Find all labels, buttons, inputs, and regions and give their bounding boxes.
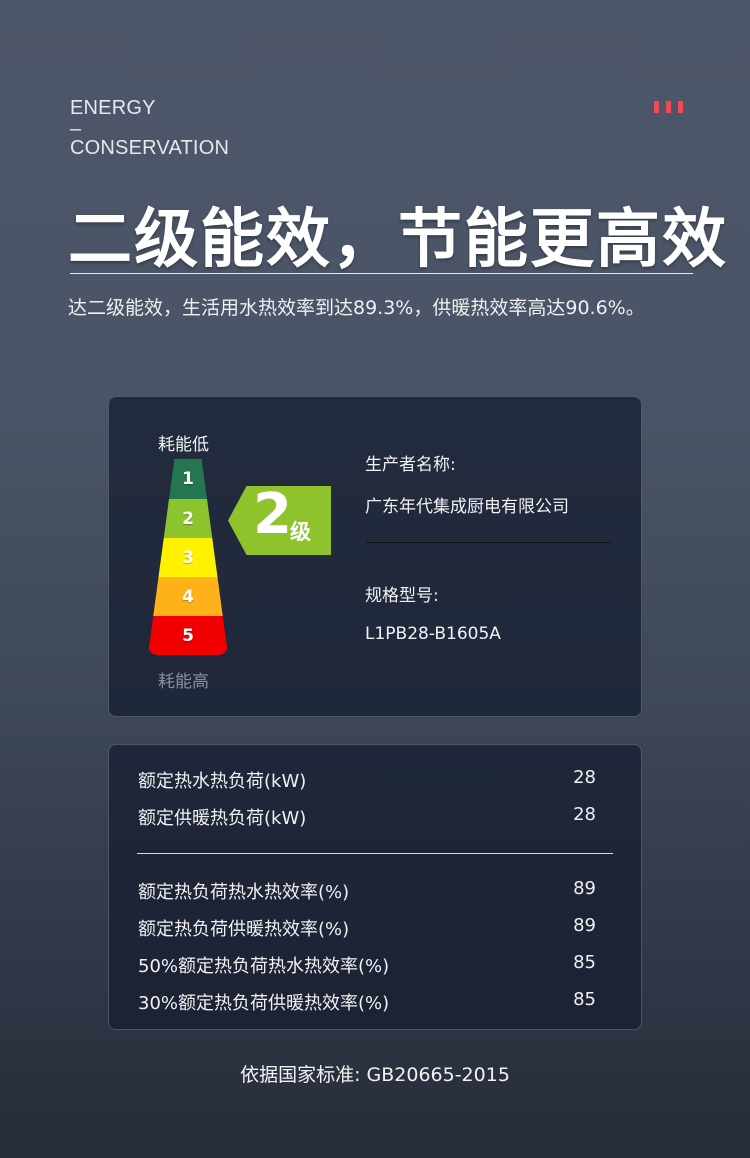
label-divider — [366, 542, 611, 543]
spec-row: 30%额定热负荷供暖热效率(%) 85 — [138, 989, 596, 1015]
spec-row: 额定热负荷供暖热效率(%) 89 — [138, 915, 596, 941]
spec-name: 额定供暖热负荷(kW) — [138, 808, 307, 829]
low-consumption-label: 耗能低 — [158, 435, 209, 455]
eyebrow-conservation: CONSERVATION — [70, 137, 230, 159]
spec-row: 额定热水热负荷(kW) 28 — [138, 767, 596, 793]
page-subtitle: 达二级能效，生活用水热效率到达89.3%，供暖热效率高达90.6%。 — [68, 297, 645, 319]
page-title: 二级能效，节能更高效 — [68, 203, 728, 277]
standard-footnote: 依据国家标准: GB20665-2015 — [240, 1064, 510, 1086]
specs-card — [108, 744, 642, 1030]
grade-unit: 级 — [290, 520, 311, 544]
tier-5: 5 — [148, 616, 228, 655]
tier-4: 4 — [148, 577, 228, 616]
spec-name: 50%额定热负荷热水热效率(%) — [138, 956, 390, 977]
spec-name: 额定热负荷热水热效率(%) — [138, 882, 350, 903]
spec-value: 89 — [573, 878, 596, 899]
spec-name: 额定热负荷供暖热效率(%) — [138, 919, 350, 940]
spec-name: 30%额定热负荷供暖热效率(%) — [138, 993, 390, 1014]
spec-row: 50%额定热负荷热水热效率(%) 85 — [138, 952, 596, 978]
eyebrow-energy: ENERGY — [70, 97, 156, 119]
grade-number: 2 — [253, 482, 292, 547]
spec-value: 89 — [573, 915, 596, 936]
spec-value: 28 — [573, 767, 596, 788]
manufacturer-name: 广东年代集成厨电有限公司 — [365, 497, 569, 517]
spec-row: 额定供暖热负荷(kW) 28 — [138, 804, 596, 830]
spec-value: 28 — [573, 804, 596, 825]
manufacturer-label: 生产者名称: — [365, 455, 456, 475]
high-consumption-label: 耗能高 — [158, 672, 209, 692]
eyebrow-dash: – — [70, 118, 82, 140]
model-label: 规格型号: — [365, 586, 439, 606]
decorative-bars-icon — [654, 101, 683, 113]
title-divider — [70, 273, 693, 274]
spec-value: 85 — [573, 952, 596, 973]
spec-value: 85 — [573, 989, 596, 1010]
model-number: L1PB28-B1605A — [365, 624, 501, 644]
spec-name: 额定热水热负荷(kW) — [138, 771, 307, 792]
specs-divider — [137, 853, 613, 854]
spec-row: 额定热负荷热水热效率(%) 89 — [138, 878, 596, 904]
grade-indicator-tag — [228, 486, 331, 555]
